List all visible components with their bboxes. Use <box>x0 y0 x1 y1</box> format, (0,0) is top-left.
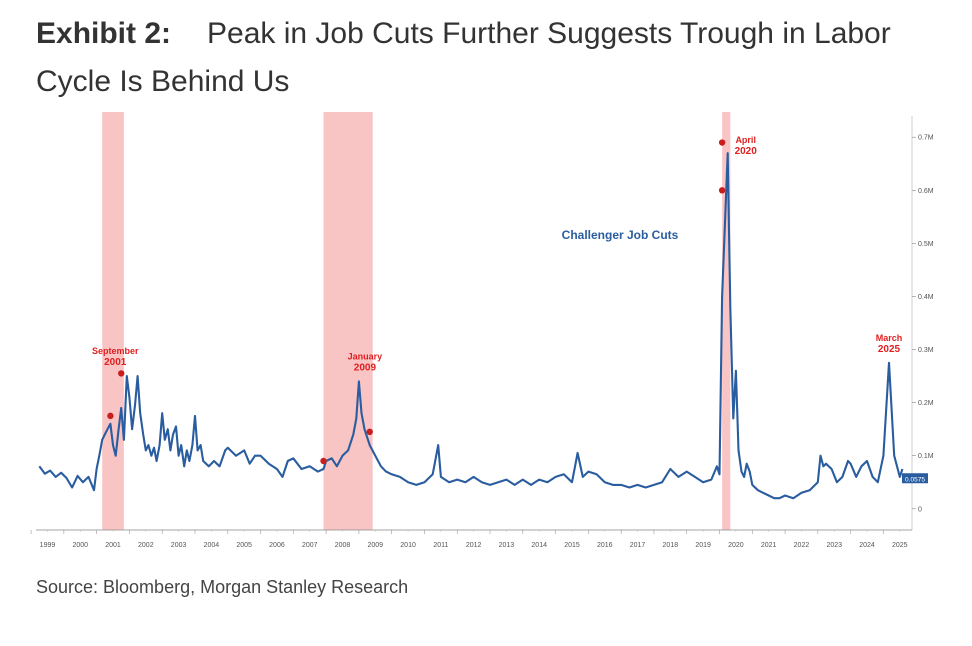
x-year-label: 2014 <box>531 542 547 549</box>
x-year-label: 2023 <box>826 542 842 549</box>
annotation-line1: September <box>92 346 139 356</box>
x-year-label: 1999 <box>40 542 56 549</box>
event-marker <box>320 457 327 465</box>
annotation-line2: 2025 <box>878 344 901 355</box>
x-year-label: 2001 <box>105 542 121 549</box>
annotation-line2: 2020 <box>735 146 758 157</box>
x-year-label: 2025 <box>892 542 908 549</box>
x-year-label: 2022 <box>794 542 810 549</box>
x-year-label: 2002 <box>138 542 154 549</box>
y-tick-label: 0.4M <box>918 294 934 301</box>
x-year-label: 2021 <box>761 542 777 549</box>
y-tick-label: 0.6M <box>918 188 934 195</box>
exhibit-header: Exhibit 2: Peak in Job Cuts Further Sugge… <box>36 10 936 106</box>
y-tick-label: 0.5M <box>918 241 934 248</box>
x-year-label: 2005 <box>236 542 252 549</box>
recession-band-0 <box>102 112 124 530</box>
x-year-label: 2008 <box>335 542 351 549</box>
y-tick-label: 0.2M <box>918 400 934 407</box>
x-year-label: 2018 <box>663 542 679 549</box>
annotation-line1: April <box>735 135 756 145</box>
y-tick-label: 0 <box>918 506 922 513</box>
event-marker <box>118 370 125 377</box>
event-marker <box>718 187 726 194</box>
job-cuts-chart: 1999 2000 2001 2002 2003 2004 2005 2006 2007 2008… <box>30 112 942 572</box>
x-year-label: 2019 <box>695 542 711 549</box>
event-marker <box>366 428 373 436</box>
y-tick-label: 0.1M <box>918 453 934 460</box>
exhibit-label: Exhibit 2: <box>36 17 172 50</box>
x-year-label: 2020 <box>728 542 744 549</box>
annotation-line1: March <box>876 333 903 343</box>
x-year-label: 2013 <box>499 542 515 549</box>
x-year-label: 2000 <box>72 542 88 549</box>
annotation-line2: 2001 <box>104 357 127 368</box>
series-line-job-cuts <box>38 152 904 500</box>
annotation-line1: January <box>348 351 383 361</box>
chart-svg: 1999 2000 2001 2002 2003 2004 2005 2006 2007 2008… <box>30 112 934 549</box>
x-year-label: 2011 <box>433 542 448 549</box>
x-year-label: 2024 <box>859 542 875 549</box>
x-year-label: 2015 <box>564 542 580 549</box>
y-tick-label: 0.7M <box>918 135 934 142</box>
x-year-label: 2006 <box>269 542 285 549</box>
last-value-label: 0.0575 <box>905 476 925 483</box>
series-label: Challenger Job Cuts <box>562 228 679 242</box>
recession-band-2 <box>722 112 731 530</box>
x-year-label: 2007 <box>302 542 318 549</box>
last-value-tag <box>902 473 928 484</box>
event-marker <box>107 412 114 420</box>
y-tick-label: 0.3M <box>918 347 934 354</box>
x-year-label: 2010 <box>400 542 416 549</box>
x-year-label: 2016 <box>597 542 613 549</box>
x-year-label: 2009 <box>368 542 384 549</box>
source-note: Source: Bloomberg, Morgan Stanley Resear… <box>36 577 409 597</box>
x-year-label: 2012 <box>466 542 482 549</box>
x-year-label: 2004 <box>204 542 220 549</box>
annotation-line2: 2009 <box>354 362 377 373</box>
exhibit-title: Peak in Job Cuts Further Suggests Trough… <box>36 17 891 98</box>
x-year-label: 2017 <box>630 542 646 549</box>
x-year-label: 2003 <box>171 542 187 549</box>
event-marker <box>718 139 726 146</box>
recession-band-1 <box>323 112 373 530</box>
